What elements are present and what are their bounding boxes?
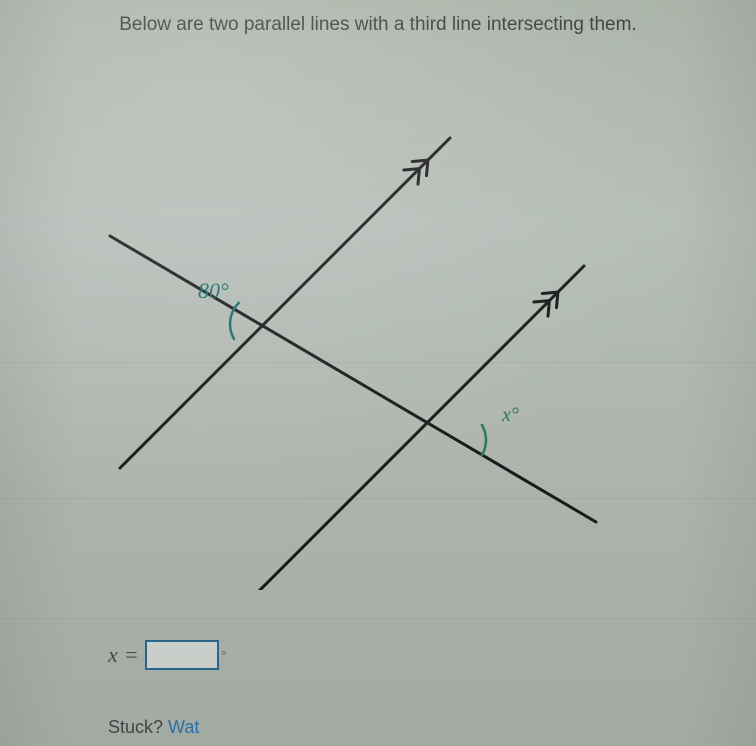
geometry-diagram: 80° x° — [50, 60, 690, 590]
answer-lhs: x — [108, 642, 118, 668]
stuck-hint: Stuck? Wat — [108, 717, 199, 738]
answer-row: x = ° — [108, 640, 226, 670]
angle-label-x: x° — [502, 404, 519, 427]
bg-grid-line — [0, 618, 756, 619]
answer-input[interactable] — [145, 640, 219, 670]
stuck-prefix: Stuck? — [108, 717, 168, 737]
question-prompt: Below are two parallel lines with a thir… — [0, 14, 756, 36]
answer-equals: = — [124, 642, 139, 668]
angle-label-80: 80° — [198, 278, 229, 304]
stuck-link[interactable]: Wat — [168, 717, 199, 737]
diagram-svg — [50, 60, 690, 590]
answer-unit-degree: ° — [221, 647, 226, 663]
